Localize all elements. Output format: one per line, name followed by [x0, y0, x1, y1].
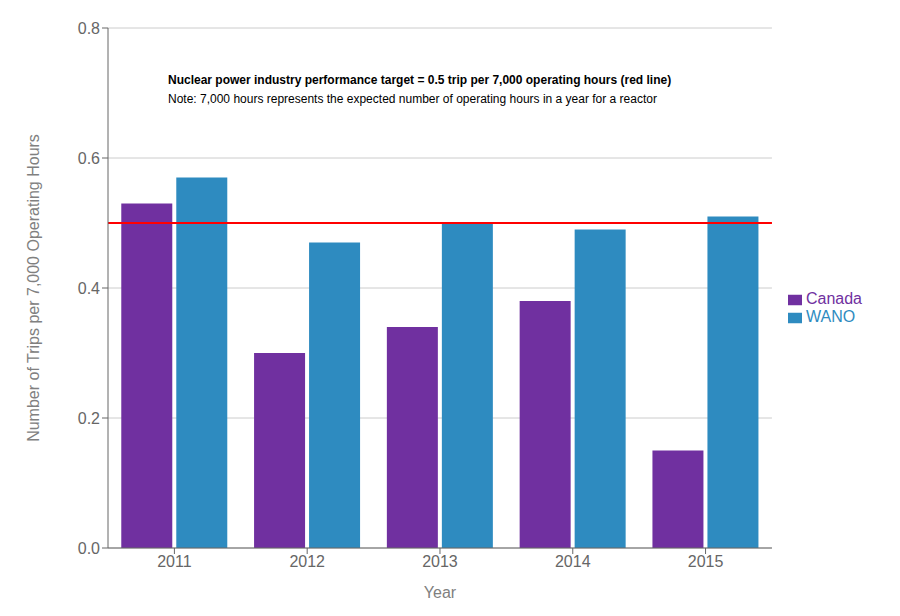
svg-text:0.4: 0.4	[78, 280, 100, 297]
svg-text:2013: 2013	[422, 553, 458, 570]
svg-text:Year: Year	[424, 584, 457, 601]
svg-text:Number of Trips per 7,000 Oper: Number of Trips per 7,000 Operating Hour…	[25, 134, 42, 442]
svg-text:0.8: 0.8	[78, 20, 100, 37]
svg-text:2015: 2015	[688, 553, 724, 570]
html-text:Note: 7,000 hours represents t: Note: 7,000 hours represents the expecte…	[168, 92, 657, 106]
html-text:Nuclear power industry perform: Nuclear power industry performance targe…	[168, 73, 672, 87]
svg-text:0.0: 0.0	[78, 540, 100, 557]
svg-text:0.6: 0.6	[78, 150, 100, 167]
svg-text:2012: 2012	[289, 553, 325, 570]
html-text:WANO: WANO	[806, 308, 856, 325]
html-text:Canada: Canada	[806, 290, 862, 307]
svg-text:2014: 2014	[555, 553, 591, 570]
svg-text:2011: 2011	[157, 553, 192, 570]
svg-text:0.2: 0.2	[78, 410, 100, 427]
